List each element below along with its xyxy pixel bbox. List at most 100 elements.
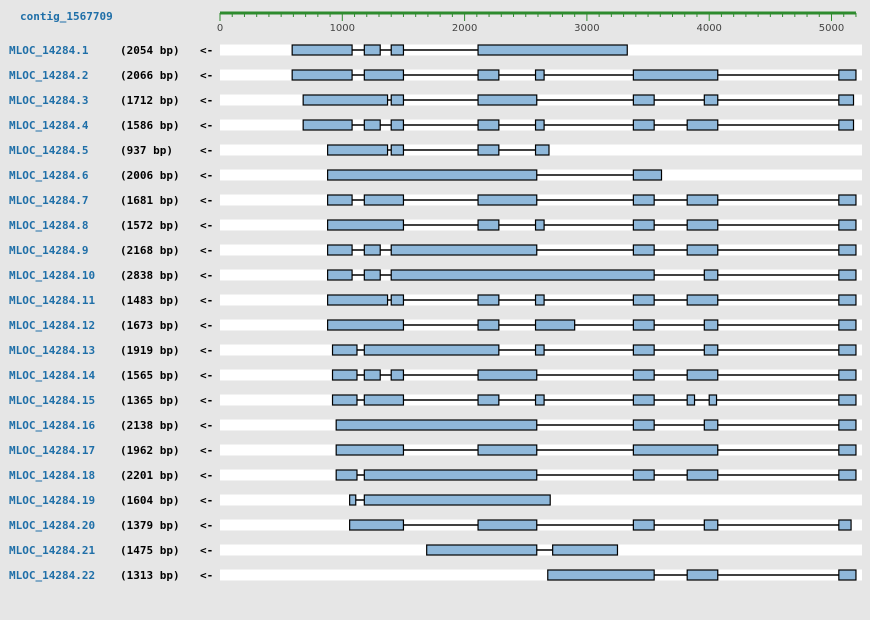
transcript-name-link[interactable]: MLOC_14284.12 bbox=[9, 319, 95, 332]
exon-block bbox=[327, 144, 389, 156]
exon-block bbox=[477, 44, 628, 56]
exon-block bbox=[477, 144, 500, 156]
exon-block bbox=[534, 119, 545, 131]
exon-block bbox=[363, 69, 405, 81]
transcript-name-link[interactable]: MLOC_14284.1 bbox=[9, 44, 89, 57]
strand-arrow: <- bbox=[200, 344, 213, 357]
ruler-tick-label: 2000 bbox=[452, 23, 477, 34]
exon-block bbox=[477, 94, 538, 106]
exon-block bbox=[632, 444, 719, 456]
transcript-name-link[interactable]: MLOC_14284.15 bbox=[9, 394, 95, 407]
strand-arrow: <- bbox=[200, 244, 213, 257]
exon-block bbox=[838, 519, 852, 531]
exon-block bbox=[363, 244, 381, 256]
transcript-name-link[interactable]: MLOC_14284.16 bbox=[9, 419, 95, 432]
transcript-row: MLOC_14284.21 (1475 bp) <- bbox=[9, 544, 862, 557]
transcript-row: MLOC_14284.3 (1712 bp) <- bbox=[9, 94, 862, 107]
exon-block bbox=[477, 219, 500, 231]
transcript-row: MLOC_14284.14 (1565 bp) <- bbox=[9, 369, 862, 382]
ruler-tick-label: 3000 bbox=[574, 23, 599, 34]
exon-block bbox=[534, 319, 576, 331]
track-background bbox=[220, 569, 862, 581]
transcript-name-link[interactable]: MLOC_14284.2 bbox=[9, 69, 88, 82]
transcript-name-link[interactable]: MLOC_14284.18 bbox=[9, 469, 95, 482]
exon-block bbox=[390, 94, 405, 106]
coordinate-ruler: 0 1000 2000 3000 4000 5000 bbox=[217, 11, 857, 34]
exon-block bbox=[390, 244, 538, 256]
transcript-name-link[interactable]: MLOC_14284.7 bbox=[9, 194, 88, 207]
transcript-row: MLOC_14284.2 (2066 bp) <- bbox=[9, 69, 862, 82]
transcript-name-link[interactable]: MLOC_14284.3 bbox=[9, 94, 88, 107]
exon-block bbox=[632, 369, 655, 381]
exon-block bbox=[477, 369, 538, 381]
exon-block bbox=[632, 344, 655, 356]
exon-block bbox=[534, 69, 545, 81]
exon-block bbox=[477, 519, 538, 531]
transcript-name-link[interactable]: MLOC_14284.13 bbox=[9, 344, 95, 357]
exon-block bbox=[349, 494, 357, 506]
exon-block bbox=[708, 394, 718, 406]
strand-arrow: <- bbox=[200, 194, 213, 207]
exon-block bbox=[331, 394, 358, 406]
exon-block bbox=[838, 569, 857, 581]
strand-arrow: <- bbox=[200, 269, 213, 282]
exon-block bbox=[632, 244, 655, 256]
transcript-name-link[interactable]: MLOC_14284.8 bbox=[9, 219, 88, 232]
exon-block bbox=[703, 344, 719, 356]
exon-block bbox=[686, 394, 696, 406]
exon-block bbox=[632, 419, 655, 431]
exon-block bbox=[477, 119, 500, 131]
strand-arrow: <- bbox=[200, 519, 213, 532]
exon-block bbox=[686, 219, 719, 231]
transcript-length: (2138 bp) bbox=[120, 419, 180, 432]
exon-block bbox=[838, 244, 857, 256]
transcript-name-link[interactable]: MLOC_14284.5 bbox=[9, 144, 88, 157]
transcript-row: MLOC_14284.15 (1365 bp) <- bbox=[9, 394, 862, 407]
transcript-row: MLOC_14284.5 (937 bp) <- bbox=[9, 144, 862, 157]
exon-block bbox=[291, 69, 353, 81]
transcript-name-link[interactable]: MLOC_14284.6 bbox=[9, 169, 89, 182]
transcript-name-link[interactable]: MLOC_14284.4 bbox=[9, 119, 89, 132]
exon-block bbox=[335, 469, 358, 481]
exon-block bbox=[390, 119, 405, 131]
transcript-name-link[interactable]: MLOC_14284.14 bbox=[9, 369, 95, 382]
transcript-name-link[interactable]: MLOC_14284.17 bbox=[9, 444, 95, 457]
transcript-length: (937 bp) bbox=[120, 144, 173, 157]
transcript-name-link[interactable]: MLOC_14284.10 bbox=[9, 269, 95, 282]
transcript-name-link[interactable]: MLOC_14284.20 bbox=[9, 519, 95, 532]
transcript-row: MLOC_14284.13 (1919 bp) <- bbox=[9, 344, 862, 357]
exon-block bbox=[534, 294, 545, 306]
transcript-length: (1604 bp) bbox=[120, 494, 180, 507]
exon-block bbox=[703, 269, 719, 281]
strand-arrow: <- bbox=[200, 69, 213, 82]
transcript-name-link[interactable]: MLOC_14284.21 bbox=[9, 544, 95, 557]
transcript-row: MLOC_14284.11 (1483 bp) <- bbox=[9, 294, 862, 307]
exon-block bbox=[349, 519, 405, 531]
exon-block bbox=[632, 194, 655, 206]
exon-block bbox=[686, 469, 719, 481]
exon-block bbox=[838, 294, 857, 306]
strand-arrow: <- bbox=[200, 494, 213, 507]
exon-block bbox=[390, 269, 655, 281]
transcript-length: (1673 bp) bbox=[120, 319, 180, 332]
exon-block bbox=[390, 294, 405, 306]
transcript-length: (2006 bp) bbox=[120, 169, 180, 182]
transcript-name-link[interactable]: MLOC_14284.19 bbox=[9, 494, 95, 507]
strand-arrow: <- bbox=[200, 469, 213, 482]
transcript-name-link[interactable]: MLOC_14284.11 bbox=[9, 294, 95, 307]
strand-arrow: <- bbox=[200, 544, 213, 557]
exon-block bbox=[477, 69, 500, 81]
strand-arrow: <- bbox=[200, 169, 213, 182]
exon-block bbox=[534, 394, 545, 406]
exon-block bbox=[632, 394, 655, 406]
exon-block bbox=[363, 469, 538, 481]
exon-block bbox=[686, 569, 719, 581]
transcript-name-link[interactable]: MLOC_14284.9 bbox=[9, 244, 88, 257]
exon-block bbox=[632, 94, 655, 106]
contig-title[interactable]: contig_1567709 bbox=[20, 10, 113, 23]
exon-block bbox=[477, 444, 538, 456]
exon-block bbox=[632, 519, 655, 531]
transcript-name-link[interactable]: MLOC_14284.22 bbox=[9, 569, 95, 582]
exon-block bbox=[390, 44, 405, 56]
transcript-length: (2066 bp) bbox=[120, 69, 180, 82]
